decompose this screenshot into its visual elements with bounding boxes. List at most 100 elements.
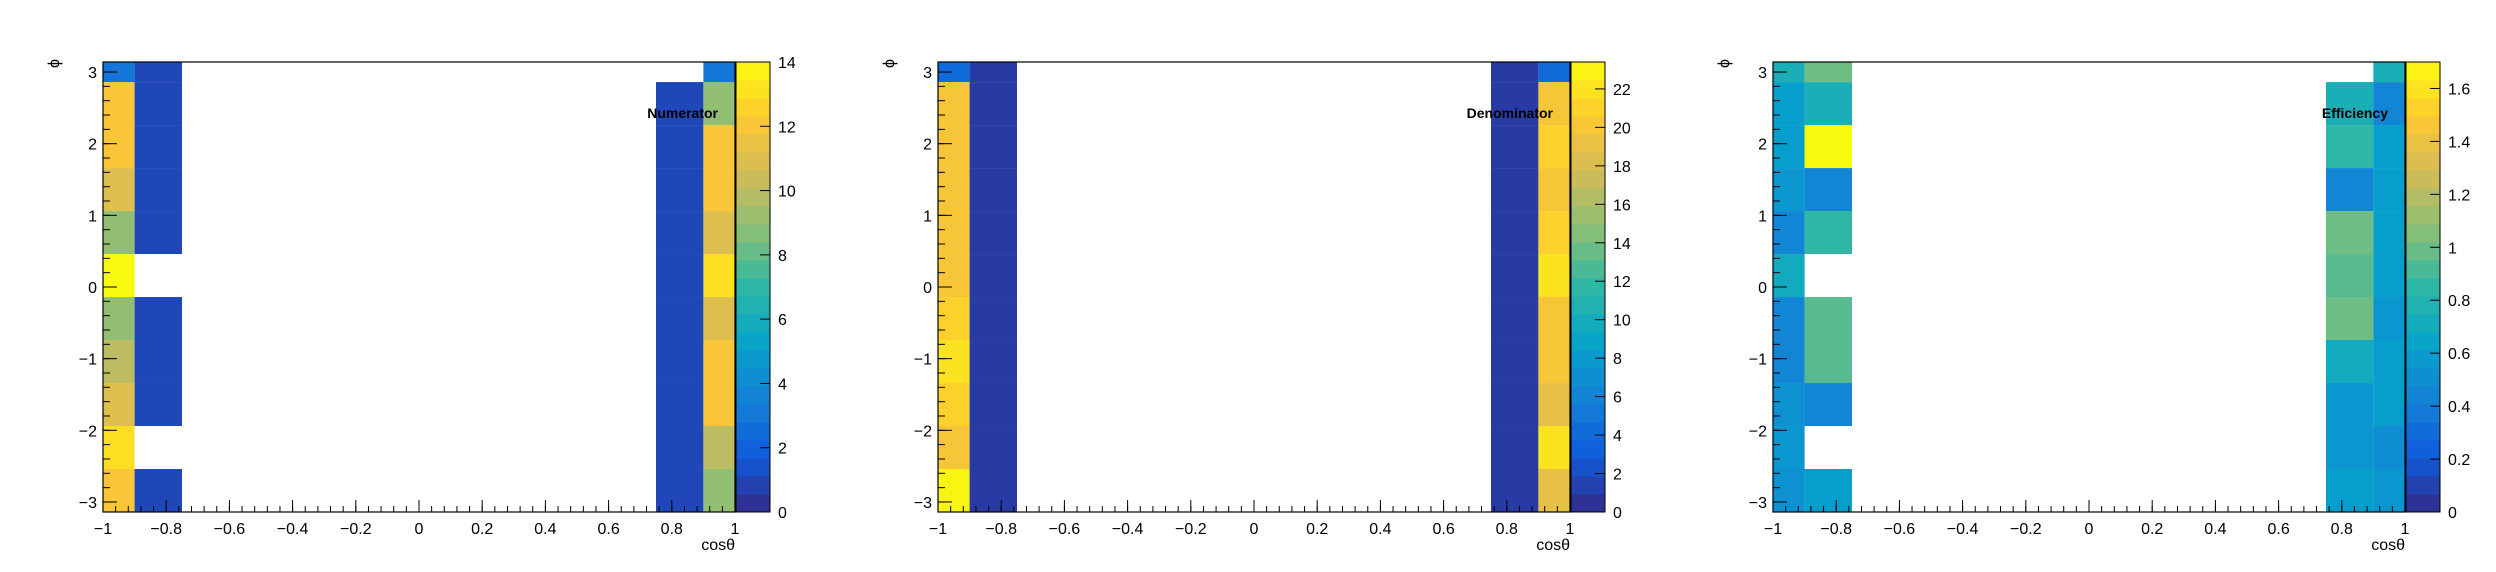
- y-tick-label: 2: [923, 137, 932, 154]
- colorbar-band: [736, 314, 770, 333]
- heatmap-cell: [2326, 82, 2374, 126]
- x-tick-label: −0.4: [277, 521, 309, 538]
- heatmap-cell: [1773, 297, 1805, 341]
- x-tick-label: −0.6: [214, 521, 246, 538]
- colorbar-band: [736, 116, 770, 135]
- z-tick-label: 14: [1613, 236, 1631, 253]
- heatmap-cell: [1773, 254, 1805, 298]
- x-tick-label: −0.4: [1947, 521, 1979, 538]
- y-tick-label: 0: [1758, 280, 1767, 297]
- colorbar-band: [1571, 314, 1605, 333]
- colorbar-band: [1571, 116, 1605, 135]
- z-tick-label: 12: [1613, 274, 1631, 291]
- heatmap-cell: [2373, 426, 2405, 470]
- heatmap-cell: [1804, 297, 1852, 341]
- colorbar-band: [736, 386, 770, 405]
- x-tick-label: 0.8: [2331, 521, 2353, 538]
- colorbar-band: [736, 494, 770, 513]
- colorbar-band: [1571, 278, 1605, 297]
- colorbar-band: [2406, 206, 2440, 225]
- x-tick-label: 0.4: [2204, 521, 2226, 538]
- heatmap-cell: [938, 469, 970, 512]
- heatmap-cell: [1538, 62, 1570, 83]
- heatmap-cell: [103, 383, 135, 427]
- colorbar-band: [1571, 404, 1605, 423]
- colorbar-band: [2406, 494, 2440, 513]
- heatmap-cell: [1491, 254, 1539, 298]
- heatmap-cell: [1538, 426, 1570, 470]
- colorbar-band: [2406, 188, 2440, 207]
- heatmap-cell: [1538, 340, 1570, 384]
- numerator-axes: −1 −0.8 −0.6 −0.4 −0.2 0 0.2 0.4 0.6 0.8 1 −3 −2 −1 0 1…: [79, 65, 740, 538]
- heatmap-cell: [1773, 469, 1805, 512]
- heatmap-cell: [703, 297, 735, 341]
- z-tick-label: 2: [1613, 467, 1622, 484]
- heatmap-cell: [2373, 211, 2405, 255]
- colorbar-band: [736, 476, 770, 495]
- colorbar-band: [2406, 152, 2440, 171]
- heatmap-cell: [969, 168, 1017, 212]
- heatmap-cell: [969, 340, 1017, 384]
- heatmap-cell: [2326, 254, 2374, 298]
- x-tick-label: 0.6: [1432, 521, 1454, 538]
- heatmap-cell: [2326, 340, 2374, 384]
- heatmap-cell: [2326, 168, 2374, 212]
- numerator-title: Numerator: [647, 105, 718, 121]
- colorbar-band: [2406, 224, 2440, 243]
- colorbar-band: [1571, 98, 1605, 117]
- heatmap-cell: [1773, 125, 1805, 169]
- denominator-panel: Denominator cosθ ϕ −1 −0.8 −0.6 −0.4 −0.2 0 0.…: [881, 59, 1631, 554]
- heatmap-cell: [2373, 254, 2405, 298]
- heatmap-cell: [2326, 125, 2374, 169]
- y-tick-label: −3: [79, 495, 97, 512]
- z-tick-label: 16: [1613, 197, 1631, 214]
- heatmap-cell: [2326, 211, 2374, 255]
- y-tick-label: 0: [923, 280, 932, 297]
- colorbar-band: [736, 134, 770, 153]
- heatmap-cell: [134, 383, 182, 427]
- y-tick-label: −2: [1749, 423, 1767, 440]
- heatmap-cell: [1773, 340, 1805, 384]
- heatmap-cell: [103, 168, 135, 212]
- z-tick-label: 0: [778, 505, 787, 522]
- heatmap-cell: [2373, 125, 2405, 169]
- x-tick-label: 0.2: [471, 521, 493, 538]
- efficiency-colorbar: 0 0.2 0.4 0.6 0.8 1 1.2 1.4 1.6: [2405, 61, 2470, 522]
- heatmap-cell: [1491, 469, 1539, 512]
- z-tick-label: 1.2: [2448, 187, 2470, 204]
- z-tick-label: 10: [1613, 313, 1631, 330]
- heatmap-cell: [1538, 297, 1570, 341]
- colorbar-band: [1571, 152, 1605, 171]
- colorbar-band: [736, 332, 770, 351]
- x-tick-label: −0.6: [1049, 521, 1081, 538]
- colorbar-band: [736, 170, 770, 189]
- heatmap-cell: [103, 211, 135, 255]
- heatmap-cell: [134, 125, 182, 169]
- colorbar-band: [736, 242, 770, 261]
- colorbar-band: [1571, 476, 1605, 495]
- colorbar-band: [736, 368, 770, 387]
- colorbar-band: [1571, 170, 1605, 189]
- x-tick-label: 1: [2401, 521, 2410, 538]
- heatmap-cell: [1804, 82, 1852, 126]
- y-tick-label: 1: [1758, 208, 1767, 225]
- efficiency-ylabel: ϕ: [1716, 59, 1733, 68]
- x-tick-label: 0: [2085, 521, 2094, 538]
- colorbar-band: [1571, 80, 1605, 99]
- efficiency-frame: [1772, 61, 2406, 513]
- colorbar-band: [2406, 368, 2440, 387]
- heatmap-cell: [703, 168, 735, 212]
- heatmap-cell: [1773, 426, 1805, 470]
- colorbar-band: [1571, 62, 1605, 81]
- x-tick-label: −0.2: [1175, 521, 1207, 538]
- heatmap-cell: [969, 82, 1017, 126]
- heatmap-cell: [1773, 82, 1805, 126]
- y-tick-label: 3: [88, 65, 97, 82]
- z-tick-label: 0.6: [2448, 346, 2470, 363]
- heatmap-cell: [703, 426, 735, 470]
- z-tick-label: 1.4: [2448, 134, 2470, 151]
- numerator-xlabel: cosθ: [701, 537, 735, 554]
- colorbar-band: [1571, 332, 1605, 351]
- heatmap-cell: [103, 297, 135, 341]
- heatmap-cell: [2373, 469, 2405, 512]
